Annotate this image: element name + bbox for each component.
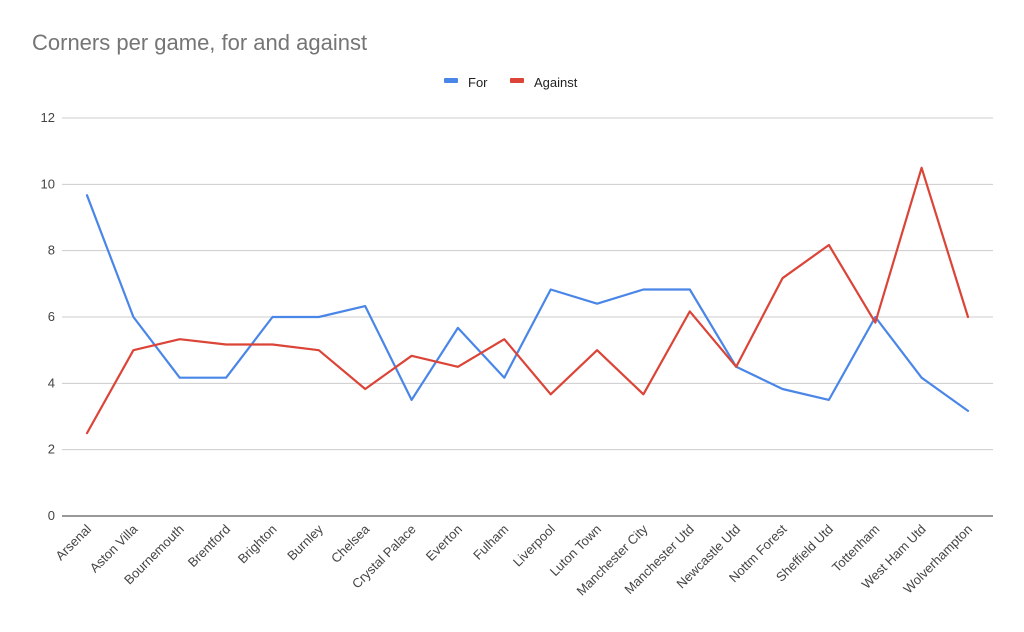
x-tick-label: Burnley [284,521,326,563]
legend-label: For [468,75,488,90]
series-line-against [85,166,970,435]
x-tick-label: Chelsea [328,521,373,566]
y-tick-label: 6 [48,309,55,324]
legend-label: Against [534,75,578,90]
y-tick-label: 12 [41,110,55,125]
y-tick-label: 4 [48,375,55,390]
series-line-for [85,194,970,412]
chart-title: Corners per game, for and against [32,30,368,55]
x-tick-label: Fulham [470,522,511,563]
legend-swatch [510,78,524,83]
x-tick-label: Liverpool [510,521,558,569]
y-tick-label: 10 [41,176,55,191]
x-tick-label: Everton [423,522,465,564]
y-tick-label: 8 [48,243,55,258]
x-tick-label: Brentford [185,522,233,570]
x-tick-label: Brighton [235,522,280,567]
x-tick-label: Arsenal [52,521,94,563]
legend-swatch [444,78,458,83]
y-tick-label: 2 [48,442,55,457]
y-tick-label: 0 [48,508,55,523]
